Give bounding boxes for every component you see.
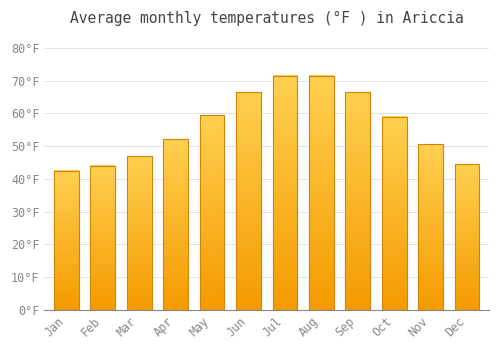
Bar [163, 140, 188, 310]
Bar [54, 170, 78, 310]
Title: Average monthly temperatures (°F ) in Ariccia: Average monthly temperatures (°F ) in Ar… [70, 11, 464, 26]
Bar [382, 117, 406, 310]
Bar [236, 92, 261, 310]
Bar [418, 145, 443, 310]
Bar [200, 115, 224, 310]
Bar [127, 156, 152, 310]
Bar [309, 76, 334, 310]
Bar [90, 166, 115, 310]
Bar [346, 92, 370, 310]
Bar [454, 164, 479, 310]
Bar [272, 76, 297, 310]
